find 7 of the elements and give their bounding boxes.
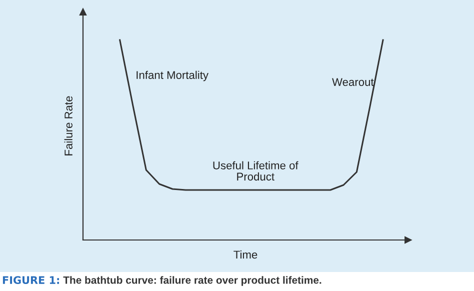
y-axis-title: Failure Rate <box>64 96 72 156</box>
x-axis-title: Time <box>234 250 258 259</box>
annotation: Useful Lifetime of Product <box>213 161 298 181</box>
annotation: Infant Mortality <box>136 70 208 82</box>
text: The bathtub curve: failure rate over product lifetime. <box>63 276 322 286</box>
annotation: Wearout <box>332 78 374 86</box>
caption: FIGURE 1: <box>2 276 60 284</box>
